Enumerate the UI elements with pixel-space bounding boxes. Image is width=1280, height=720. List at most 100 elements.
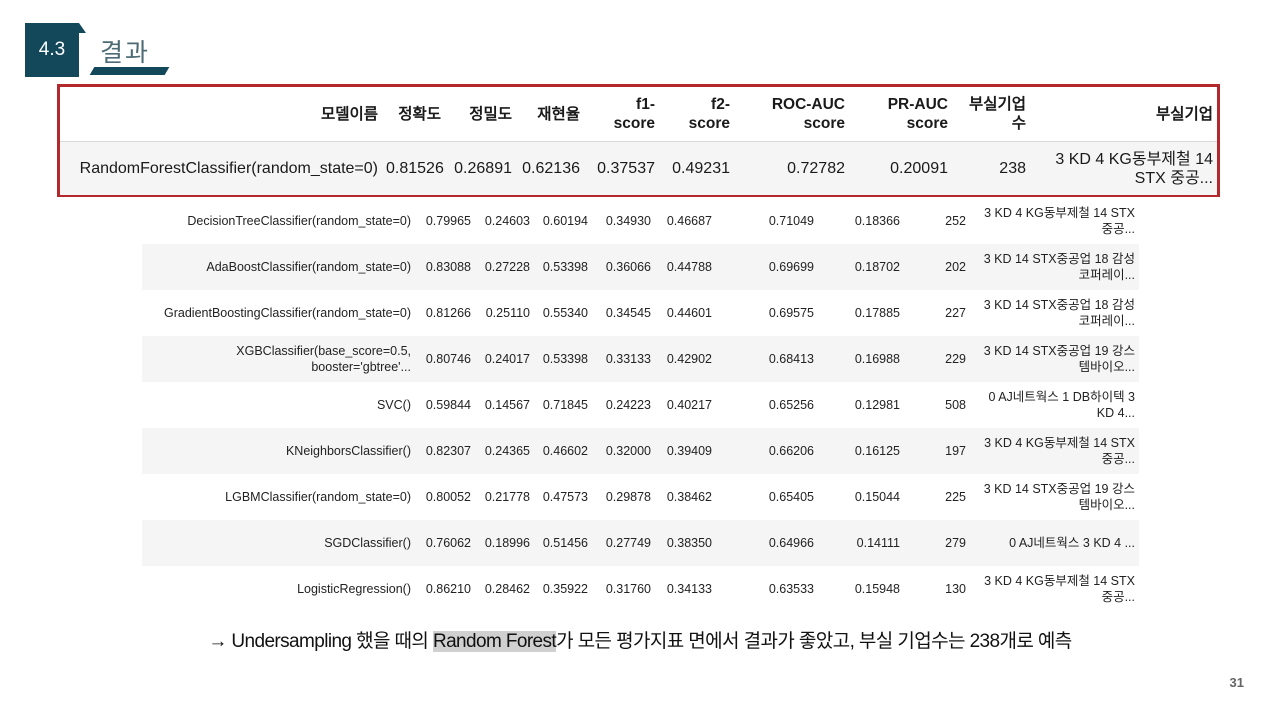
conclusion-prefix: → Undersampling 했을 때의 [208, 631, 433, 652]
table-row: LGBMClassifier(random_state=0) 0.80052 0… [142, 474, 1139, 520]
table-cell: 225 [945, 490, 966, 504]
conclusion-highlight: Random Forest [432, 631, 557, 652]
table-cell: 227 [945, 306, 966, 320]
page-number: 31 [1229, 675, 1244, 690]
table-cell: 0.71049 [768, 214, 814, 228]
table-cell: 0.42902 [655, 336, 716, 382]
table-cell: 0.53398 [534, 336, 592, 382]
table-cell: 0.24603 [484, 214, 530, 228]
table-cell-companies: 3 KD 4 KG동부제철 14 STX 중공... [984, 574, 1135, 604]
table-cell: 0.51456 [534, 520, 592, 566]
column-header-roc-auc-score: ROC-AUC score [734, 87, 849, 142]
table-cell: 0.35922 [542, 582, 588, 596]
section-number-badge: 4.3 [25, 23, 86, 77]
table-cell: 0.53398 [534, 244, 592, 290]
table-cell: 0.64966 [716, 520, 818, 566]
table-cell: 0.34545 [605, 306, 651, 320]
table-cell-model: GradientBoostingClassifier(random_state=… [164, 306, 411, 320]
table-cell: 0.34133 [666, 582, 712, 596]
table-cell: 0.65256 [768, 398, 814, 412]
table-cell: 0.81266 [425, 306, 471, 320]
table-cell: 0.24365 [475, 428, 534, 474]
table-cell: 0.27228 [475, 244, 534, 290]
table-cell-companies: 0 AJ네트웍스 1 DB하이텍 3 KD 4... [988, 390, 1135, 420]
table-cell: 0.18366 [854, 214, 900, 228]
table-cell: 0.24223 [605, 398, 651, 412]
column-header-model-name: 모델이름 [60, 87, 382, 142]
table-cell: 0.24017 [475, 336, 534, 382]
table-cell: 0.69575 [768, 306, 814, 320]
table-cell: 0.39409 [655, 428, 716, 474]
table-cell: 0.80052 [425, 490, 471, 504]
table-cell-model: XGBClassifier(base_score=0.5, booster='g… [142, 336, 415, 382]
table-row: AdaBoostClassifier(random_state=0) 0.830… [142, 244, 1139, 290]
table-cell-companies: 3 KD 14 STX중공업 18 감성 코퍼레이... [983, 298, 1135, 328]
column-header-f1-score: f1- score [584, 87, 659, 142]
table-cell: 0.20091 [849, 141, 952, 195]
table-row: SGDClassifier() 0.76062 0.18996 0.51456 … [142, 520, 1139, 566]
table-cell: 0.40217 [666, 398, 712, 412]
table-cell: 0.63533 [768, 582, 814, 596]
results-table: DecisionTreeClassifier(random_state=0) 0… [142, 198, 1139, 612]
table-cell: 0.31760 [605, 582, 651, 596]
column-header-insolvent-count: 부실기업 수 [952, 87, 1030, 142]
table-cell-companies: 3 KD 4 KG동부제철 14 STX 중공... [970, 428, 1139, 474]
table-cell: 0.47573 [542, 490, 588, 504]
table-cell: 202 [904, 244, 970, 290]
table-cell: 0.86210 [425, 582, 471, 596]
table-row-highlighted: RandomForestClassifier(random_state=0) 0… [60, 141, 1217, 195]
table-cell: 0.59844 [425, 398, 471, 412]
column-header-pr-auc-score: PR-AUC score [849, 87, 952, 142]
table-cell: 0.15044 [854, 490, 900, 504]
table-cell-companies: 3 KD 14 STX중공업 19 강스 템바이오... [970, 336, 1139, 382]
table-cell: 0.36066 [592, 244, 655, 290]
table-cell: 0.66206 [716, 428, 818, 474]
table-cell-companies: 0 AJ네트웍스 3 KD 4 ... [970, 520, 1139, 566]
highlight-table: 모델이름 정확도 정밀도 재현율 f1- score f2- score ROC… [60, 87, 1217, 195]
table-cell: 0.29878 [605, 490, 651, 504]
table-cell: 0.18702 [818, 244, 904, 290]
table-cell: 229 [904, 336, 970, 382]
table-cell: 0.16988 [818, 336, 904, 382]
table-cell-model: KNeighborsClassifier() [142, 428, 415, 474]
table-cell: 0.27749 [592, 520, 655, 566]
table-cell: 0.49231 [659, 141, 734, 195]
conclusion-text: → Undersampling 했을 때의 Random Forest가 모든 … [0, 626, 1280, 653]
table-cell: 0.81526 [382, 141, 445, 195]
table-cell: 0.32000 [592, 428, 655, 474]
table-row: DecisionTreeClassifier(random_state=0) 0… [142, 198, 1139, 244]
table-row: GradientBoostingClassifier(random_state=… [142, 290, 1139, 336]
table-cell-model: SGDClassifier() [142, 520, 415, 566]
table-cell: 508 [945, 398, 966, 412]
table-cell: 0.82307 [415, 428, 475, 474]
table-cell: 0.83088 [415, 244, 475, 290]
table-row: KNeighborsClassifier() 0.82307 0.24365 0… [142, 428, 1139, 474]
table-cell: 0.34930 [605, 214, 651, 228]
column-header-f2-score: f2- score [659, 87, 734, 142]
table-cell: 238 [952, 141, 1030, 195]
column-header-precision: 정밀도 [445, 87, 516, 142]
table-cell: 0.14567 [484, 398, 530, 412]
highlight-frame [57, 84, 1220, 197]
table-cell: 0.60194 [542, 214, 588, 228]
table-cell-companies: 3 KD 14 STX중공업 18 감성 코퍼레이... [970, 244, 1139, 290]
table-cell: 0.38462 [666, 490, 712, 504]
table-cell: 279 [904, 520, 970, 566]
table-cell: 0.44788 [655, 244, 716, 290]
table-cell-companies: 3 KD 14 STX중공업 19 강스 템바이오... [983, 482, 1135, 512]
table-cell-model: LGBMClassifier(random_state=0) [225, 490, 411, 504]
table-cell: 0.65405 [768, 490, 814, 504]
table-cell: 0.79965 [425, 214, 471, 228]
table-row: SVC() 0.59844 0.14567 0.71845 0.24223 0.… [142, 382, 1139, 428]
section-title-underline [89, 67, 170, 75]
table-cell: 0.80746 [415, 336, 475, 382]
column-header-accuracy: 정확도 [382, 87, 445, 142]
table-cell: 0.16125 [818, 428, 904, 474]
table-cell: 0.46602 [534, 428, 592, 474]
table-cell: 0.15948 [854, 582, 900, 596]
table-cell: 0.72782 [734, 141, 849, 195]
table-cell: 0.44601 [666, 306, 712, 320]
table-cell: 0.21778 [484, 490, 530, 504]
section-number: 4.3 [38, 39, 66, 60]
table-cell: 0.14111 [818, 520, 904, 566]
